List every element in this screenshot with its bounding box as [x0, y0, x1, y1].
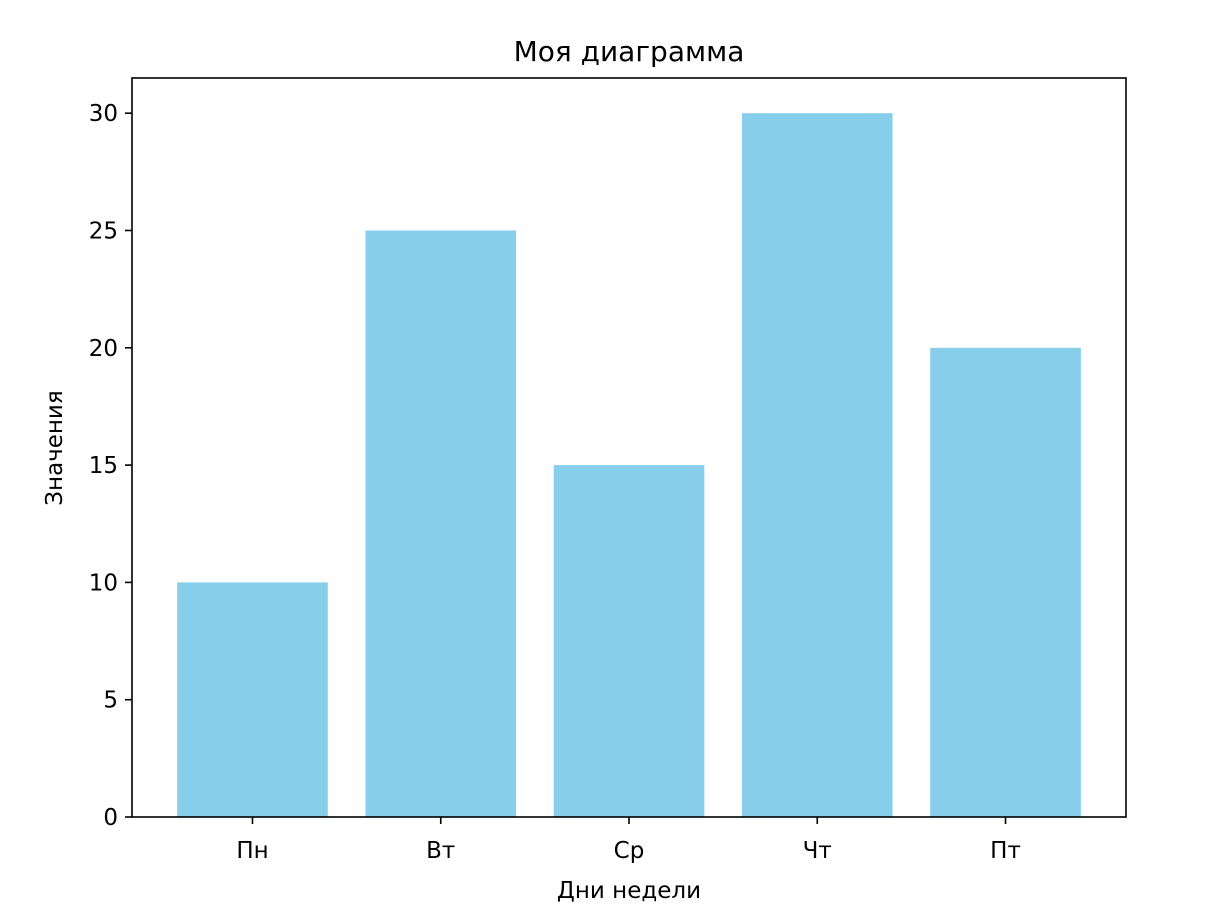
- x-axis-label: Дни недели: [557, 878, 701, 904]
- y-tick-label: 25: [89, 218, 118, 244]
- x-tick-label: Чт: [803, 838, 832, 864]
- y-axis-label: Значения: [42, 390, 68, 505]
- x-tick-label: Пт: [990, 838, 1021, 864]
- bar-Вт: [365, 230, 517, 817]
- bar-Ср: [553, 465, 705, 817]
- bar-Чт: [741, 113, 893, 817]
- y-tick-label: 5: [103, 688, 118, 714]
- x-tick-label: Пн: [236, 838, 268, 864]
- y-tick-label: 10: [89, 570, 118, 596]
- x-tick-label: Ср: [614, 838, 645, 864]
- chart-title: Моя диаграмма: [514, 35, 745, 68]
- y-tick-label: 30: [89, 101, 118, 127]
- x-tick-label: Вт: [426, 838, 455, 864]
- y-tick-label: 20: [89, 336, 118, 362]
- y-tick-label: 15: [89, 453, 118, 479]
- bar-Пт: [930, 347, 1081, 817]
- y-tick-label: 0: [103, 805, 118, 831]
- bar-Пн: [177, 582, 328, 817]
